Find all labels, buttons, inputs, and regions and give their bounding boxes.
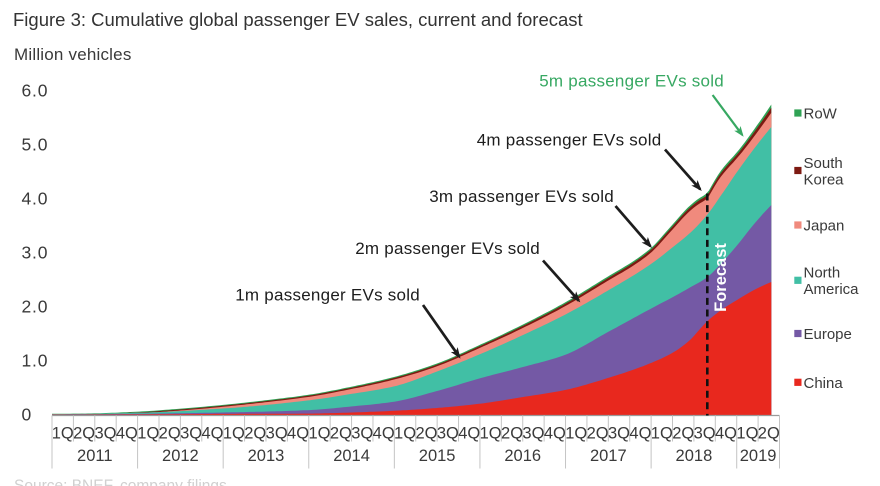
svg-text:Source: BNEF, company filings: Source: BNEF, company filings	[14, 478, 227, 486]
svg-text:1Q: 1Q	[394, 425, 416, 443]
svg-text:Forecast: Forecast	[712, 243, 730, 312]
svg-text:1Q: 1Q	[565, 425, 587, 443]
svg-text:3Q: 3Q	[94, 425, 116, 443]
svg-text:2Q: 2Q	[159, 425, 181, 443]
svg-text:2014: 2014	[333, 447, 370, 465]
svg-text:2019: 2019	[740, 447, 777, 465]
svg-text:1Q: 1Q	[736, 425, 758, 443]
svg-text:5m passenger EVs sold: 5m passenger EVs sold	[539, 72, 724, 91]
svg-text:2.0: 2.0	[22, 297, 49, 317]
svg-text:1Q: 1Q	[223, 425, 245, 443]
svg-text:2Q: 2Q	[672, 425, 694, 443]
svg-text:4m passenger EVs sold: 4m passenger EVs sold	[477, 131, 662, 150]
svg-text:2Q: 2Q	[73, 425, 95, 443]
svg-text:4Q: 4Q	[715, 425, 737, 443]
svg-text:4Q: 4Q	[116, 425, 138, 443]
svg-text:4Q: 4Q	[287, 425, 309, 443]
svg-text:3Q: 3Q	[522, 425, 544, 443]
svg-text:1Q: 1Q	[137, 425, 159, 443]
svg-text:Japan: Japan	[804, 218, 845, 235]
svg-text:2Q: 2Q	[415, 425, 437, 443]
svg-text:5.0: 5.0	[22, 135, 49, 155]
svg-text:3Q: 3Q	[351, 425, 373, 443]
svg-text:2013: 2013	[248, 447, 285, 465]
svg-text:Korea: Korea	[804, 171, 845, 188]
svg-text:2Q: 2Q	[330, 425, 352, 443]
svg-text:4Q: 4Q	[629, 425, 651, 443]
svg-text:3.0: 3.0	[22, 243, 49, 263]
svg-text:3Q: 3Q	[437, 425, 459, 443]
svg-text:3Q: 3Q	[180, 425, 202, 443]
svg-text:4.0: 4.0	[22, 189, 49, 209]
svg-text:1.0: 1.0	[22, 351, 49, 371]
svg-text:China: China	[804, 375, 844, 392]
svg-text:Europe: Europe	[804, 326, 852, 343]
svg-text:2016: 2016	[504, 447, 541, 465]
svg-text:0: 0	[22, 405, 33, 425]
svg-text:2017: 2017	[590, 447, 627, 465]
svg-text:South: South	[804, 155, 843, 172]
svg-text:4Q: 4Q	[201, 425, 223, 443]
svg-text:1Q: 1Q	[52, 425, 74, 443]
svg-text:RoW: RoW	[804, 106, 838, 123]
svg-text:3Q: 3Q	[694, 425, 716, 443]
svg-text:Figure 3: Cumulative global pa: Figure 3: Cumulative global passenger EV…	[13, 9, 583, 30]
svg-text:3m passenger EVs sold: 3m passenger EVs sold	[429, 187, 614, 206]
svg-text:1Q: 1Q	[480, 425, 502, 443]
svg-text:2015: 2015	[419, 447, 456, 465]
svg-text:4Q: 4Q	[458, 425, 480, 443]
svg-text:3Q: 3Q	[608, 425, 630, 443]
svg-text:2Q: 2Q	[501, 425, 523, 443]
svg-text:1m passenger EVs sold: 1m passenger EVs sold	[235, 286, 420, 305]
svg-text:America: America	[804, 281, 860, 298]
svg-text:4Q: 4Q	[373, 425, 395, 443]
svg-text:2018: 2018	[676, 447, 713, 465]
svg-text:6.0: 6.0	[22, 81, 49, 101]
svg-text:2Q: 2Q	[587, 425, 609, 443]
svg-text:2012: 2012	[162, 447, 199, 465]
svg-text:2011: 2011	[77, 447, 112, 465]
svg-text:2Q: 2Q	[758, 425, 780, 443]
svg-text:1Q: 1Q	[308, 425, 330, 443]
svg-text:North: North	[804, 265, 841, 282]
svg-text:1Q: 1Q	[651, 425, 673, 443]
svg-text:2m passenger EVs sold: 2m passenger EVs sold	[355, 239, 540, 258]
svg-text:2Q: 2Q	[244, 425, 266, 443]
svg-text:3Q: 3Q	[266, 425, 288, 443]
svg-text:Million vehicles: Million vehicles	[14, 45, 132, 64]
svg-text:4Q: 4Q	[544, 425, 566, 443]
